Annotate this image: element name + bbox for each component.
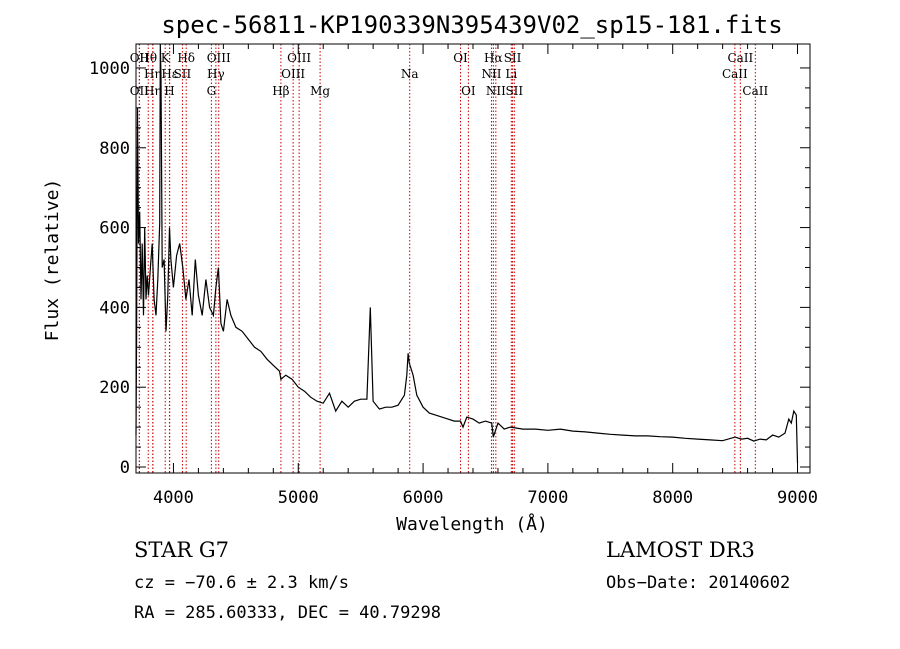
x-tick-label-9000: 9000: [777, 488, 818, 508]
line-marker-label-6: SII: [174, 67, 192, 81]
line-marker-label-28: CaII: [742, 84, 768, 98]
x-axis-label: Wavelength (Å): [396, 513, 548, 535]
survey-name: LAMOST DR3: [606, 538, 755, 562]
line-marker-label-8: Hγ: [207, 67, 225, 81]
line-marker-label-5: Hε: [161, 67, 178, 81]
y-tick-label-800: 800: [99, 139, 130, 159]
chart-title: spec-56811-KP190339N395439V02_sp15-181.f…: [161, 11, 782, 39]
axis-ticks: 4000 5000 6000 7000 8000 9000 0 200 400 600 800 100…: [89, 44, 818, 508]
line-marker-label-2: Hη: [144, 67, 162, 81]
spectrum-series-line: [135, 43, 799, 464]
x-tick-label-4000: 4000: [153, 488, 194, 508]
line-marker-label-7: OIII: [207, 51, 231, 65]
line-marker-label-11: OI: [453, 51, 468, 65]
line-marker-label-24: Na: [401, 67, 419, 81]
line-marker-label-21: G: [207, 84, 217, 98]
x-tick-label-8000: 8000: [652, 488, 693, 508]
observation-date: Obs−Date: 20140602: [606, 573, 791, 593]
y-tick-label-600: 600: [99, 219, 130, 239]
line-marker-label-19: Hη: [144, 84, 162, 98]
plot-frame: [135, 43, 811, 474]
line-marker-label-14: NII: [481, 67, 501, 81]
line-marker-label-27: SII: [505, 84, 523, 98]
line-marker-label-15: Li: [505, 67, 517, 81]
line-marker-label-18: OII: [130, 84, 150, 98]
line-marker-label-0: Hθ: [139, 51, 157, 65]
line-marker-label-3: K: [161, 51, 171, 65]
y-tick-label-200: 200: [99, 378, 130, 398]
line-marker-label-23: Mg: [310, 84, 330, 98]
y-tick-label-0: 0: [120, 458, 130, 478]
coordinates: RA = 285.60333, DEC = 40.79298: [134, 603, 442, 623]
redshift-velocity: cz = −70.6 ± 2.3 km/s: [134, 573, 349, 593]
line-marker-label-26: NII: [486, 84, 506, 98]
line-marker-label-17: CaII: [722, 67, 748, 81]
line-marker-label-9: OIII: [287, 51, 311, 65]
line-marker-label-4: Hδ: [177, 51, 195, 65]
spectral-class: STAR G7: [134, 538, 230, 562]
x-tick-label-7000: 7000: [527, 488, 568, 508]
line-marker-label-22: Hβ: [272, 84, 289, 98]
line-marker-label-1: OII: [130, 51, 150, 65]
line-marker-label-16: CaII: [727, 51, 753, 65]
emission-line-markers: [138, 44, 756, 473]
line-marker-label-20: H: [164, 84, 174, 98]
line-marker-label-13: SII: [504, 51, 522, 65]
y-tick-label-1000: 1000: [89, 59, 130, 79]
line-marker-label-25: OI: [461, 84, 476, 98]
y-tick-label-400: 400: [99, 298, 130, 318]
x-tick-label-5000: 5000: [278, 488, 319, 508]
line-marker-label-10: OIII: [281, 67, 305, 81]
line-marker-label-12: Hα: [484, 51, 503, 65]
x-tick-label-6000: 6000: [403, 488, 444, 508]
y-axis-label: Flux (relative): [42, 179, 63, 342]
